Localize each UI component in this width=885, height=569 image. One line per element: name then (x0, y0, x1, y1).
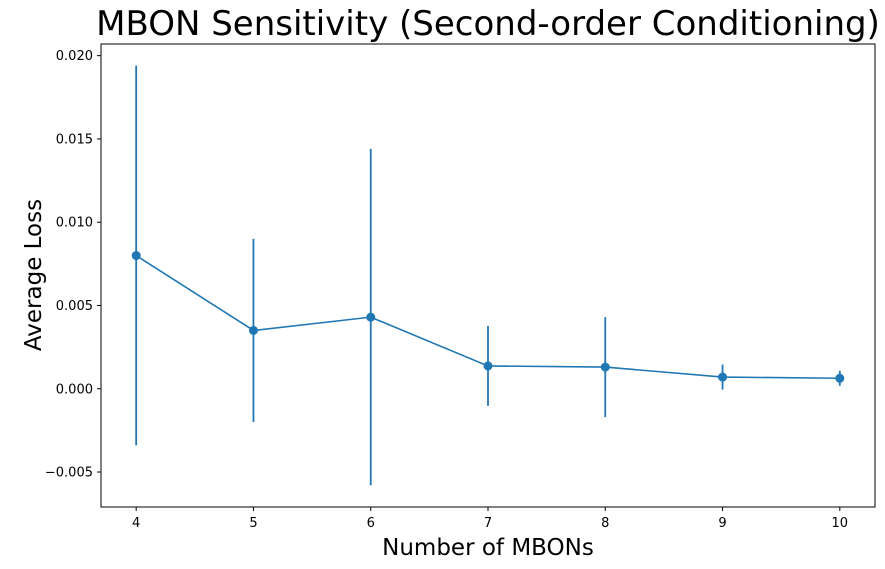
y-axis-label: Average Loss (21, 199, 47, 351)
data-point (131, 251, 141, 261)
x-axis: 4 5 6 7 8 9 10 (132, 507, 848, 531)
data-point (835, 373, 845, 383)
series-group (131, 65, 845, 486)
x-axis-label: Number of MBONs (382, 535, 594, 561)
y-axis: −0.005 0.000 0.005 0.010 0.015 0.020 (45, 49, 101, 481)
y-tick-label: 0.020 (56, 49, 93, 64)
y-tick-label: 0.015 (56, 132, 93, 147)
data-point (366, 312, 376, 322)
x-tick-label: 9 (718, 516, 726, 531)
y-tick-label: 0.000 (56, 382, 93, 397)
data-point (483, 361, 493, 371)
chart-title: MBON Sensitivity (Second-order Condition… (96, 4, 880, 44)
x-tick-label: 7 (484, 516, 492, 531)
x-tick-label: 10 (832, 516, 849, 531)
x-tick-label: 8 (601, 516, 609, 531)
x-tick-label: 6 (367, 516, 375, 531)
data-point (600, 362, 610, 372)
data-point (248, 325, 258, 335)
x-tick-label: 5 (249, 516, 257, 531)
y-tick-label: 0.010 (56, 216, 93, 231)
x-tick-label: 4 (132, 516, 140, 531)
y-tick-label: 0.005 (56, 299, 93, 314)
y-tick-label: −0.005 (45, 466, 93, 481)
plot-frame (100, 43, 876, 508)
data-point (718, 372, 728, 382)
